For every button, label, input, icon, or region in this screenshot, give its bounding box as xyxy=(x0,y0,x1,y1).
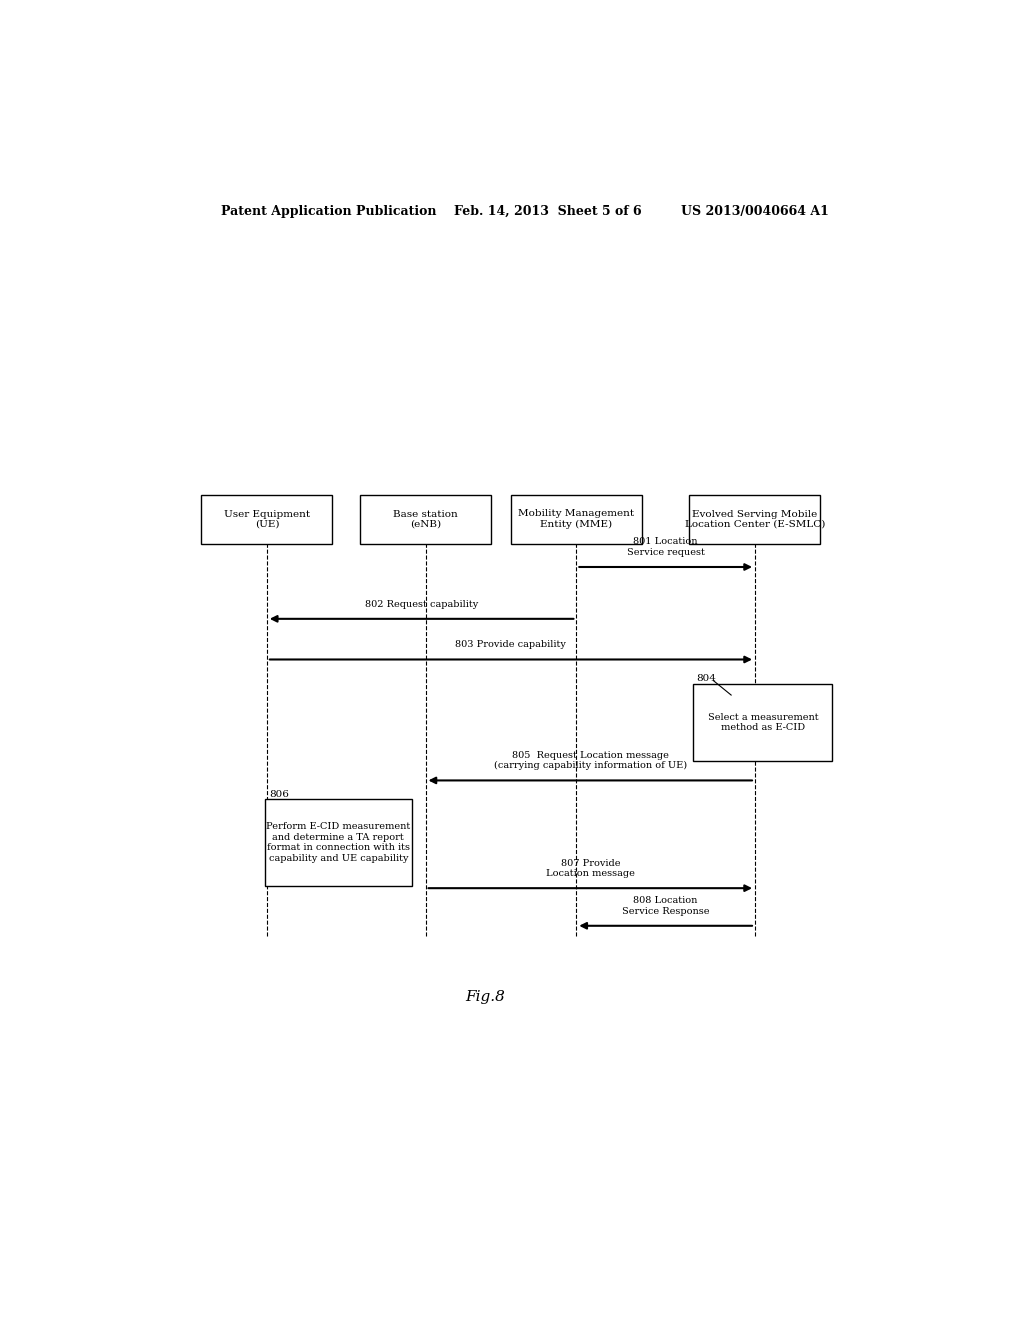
Text: 804: 804 xyxy=(695,675,716,684)
Text: 808 Location
Service Response: 808 Location Service Response xyxy=(622,896,710,916)
Text: 807 Provide
Location message: 807 Provide Location message xyxy=(546,858,635,878)
Text: Fig.8: Fig.8 xyxy=(465,990,505,1005)
Text: Patent Application Publication    Feb. 14, 2013  Sheet 5 of 6         US 2013/00: Patent Application Publication Feb. 14, … xyxy=(221,205,828,218)
Text: User Equipment
(UE): User Equipment (UE) xyxy=(224,510,310,529)
Text: 805  Request Location message
(carrying capability information of UE): 805 Request Location message (carrying c… xyxy=(494,751,687,771)
Text: 802 Request capability: 802 Request capability xyxy=(365,599,478,609)
Text: Base station
(eNB): Base station (eNB) xyxy=(393,510,458,529)
FancyBboxPatch shape xyxy=(202,495,333,544)
Text: 801 Location
Service request: 801 Location Service request xyxy=(627,537,705,557)
Text: Evolved Serving Mobile
Location Center (E-SMLC): Evolved Serving Mobile Location Center (… xyxy=(685,510,825,529)
Text: Select a measurement
method as E-CID: Select a measurement method as E-CID xyxy=(708,713,818,733)
FancyBboxPatch shape xyxy=(360,495,492,544)
FancyBboxPatch shape xyxy=(511,495,642,544)
FancyBboxPatch shape xyxy=(689,495,820,544)
FancyBboxPatch shape xyxy=(265,799,412,886)
Text: 806: 806 xyxy=(269,791,289,799)
Text: Perform E-CID measurement
and determine a TA report
format in connection with it: Perform E-CID measurement and determine … xyxy=(266,822,411,862)
FancyBboxPatch shape xyxy=(693,684,833,760)
Text: 803 Provide capability: 803 Provide capability xyxy=(456,640,566,649)
Text: Mobility Management
Entity (MME): Mobility Management Entity (MME) xyxy=(518,510,635,529)
